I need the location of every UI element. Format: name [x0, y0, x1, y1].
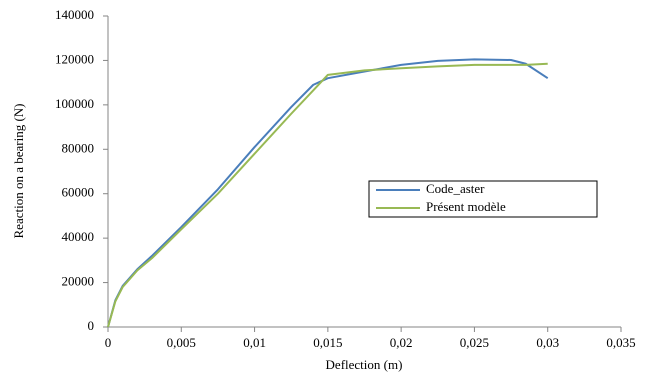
legend-box [368, 180, 598, 218]
x-tick-label: 0,03 [536, 335, 559, 350]
x-tick-label: 0,005 [167, 335, 196, 350]
x-tick-label: 0,015 [313, 335, 342, 350]
x-tick-label: 0,035 [606, 335, 635, 350]
x-tick-label: 0,025 [460, 335, 489, 350]
y-tick-label: 0 [88, 318, 95, 333]
y-tick-label: 100000 [55, 96, 94, 111]
y-tick-label: 120000 [55, 51, 94, 66]
x-axis-label: Deflection (m) [326, 357, 403, 372]
y-tick-label: 60000 [62, 185, 95, 200]
legend-label: Présent modèle [426, 199, 506, 214]
y-axis-label: Reaction on a bearing (N) [11, 103, 26, 238]
y-tick-label: 140000 [55, 7, 94, 22]
data-line [107, 62, 548, 328]
y-tick-label: 20000 [62, 274, 95, 289]
x-tick-label: 0,01 [243, 335, 266, 350]
y-tick-label: 40000 [62, 229, 95, 244]
legend-label: Code_aster [426, 181, 485, 196]
y-tick-label: 80000 [62, 140, 95, 155]
x-tick-label: 0 [105, 335, 112, 350]
x-tick-label: 0,02 [390, 335, 413, 350]
